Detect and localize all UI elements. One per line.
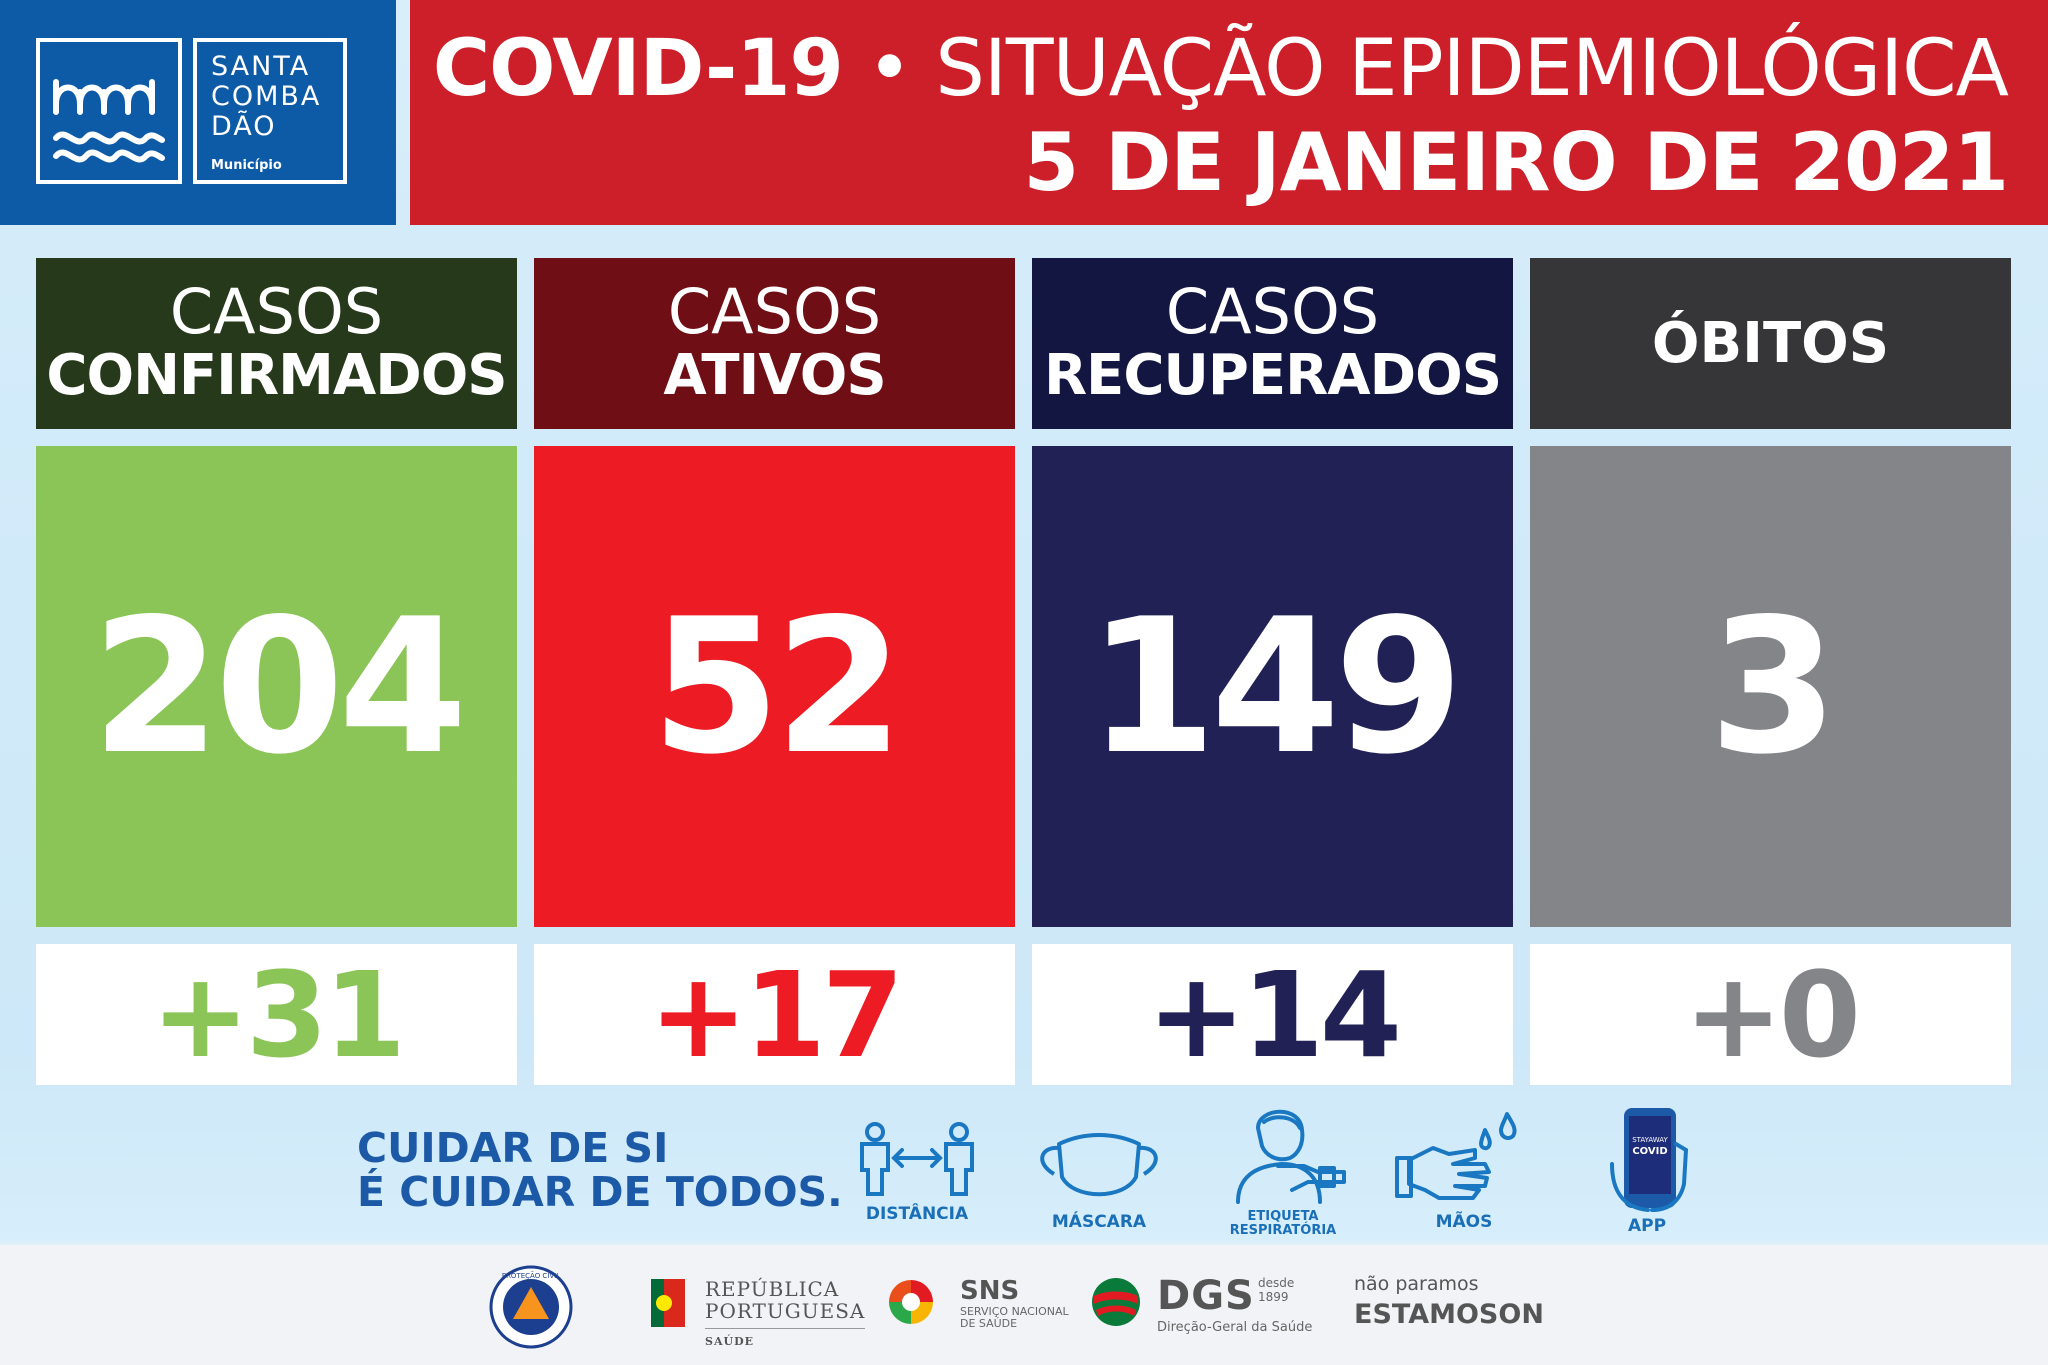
respiratory-etiquette-item: ETIQUETA RESPIRATÓRIA	[1208, 1098, 1358, 1238]
logo-line-1: SANTA	[211, 51, 311, 82]
distance-icon	[860, 1122, 974, 1196]
active-value: 52	[534, 446, 1015, 927]
mask-label: MÁSCARA	[1051, 1212, 1147, 1232]
distance-label: DISTÂNCIA	[865, 1204, 969, 1224]
slogan-line-2: É CUIDAR DE TODOS.	[357, 1168, 843, 1216]
respiratory-label-2: RESPIRATÓRIA	[1229, 1223, 1337, 1238]
hands-item: MÃOS	[1389, 1106, 1539, 1232]
logo-subtitle: Município	[211, 158, 282, 173]
recovered-delta: +14	[1032, 944, 1513, 1085]
page-title: COVID-19 • SITUAÇÃO EPIDEMIOLÓGICA	[432, 24, 2009, 114]
mask-icon	[1040, 1133, 1158, 1197]
slogan: CUIDAR DE SI É CUIDAR DE TODOS.	[357, 1126, 843, 1214]
civil-protection-text: PROTEÇÃO CIVIL	[502, 1271, 560, 1280]
title-rest: SITUAÇÃO EPIDEMIOLÓGICA	[935, 24, 2009, 114]
slogan-line-1: CUIDAR DE SI	[357, 1124, 669, 1172]
dgs-desde: desde	[1258, 1276, 1295, 1290]
estamos-on-logo: ESTAMOSON	[1354, 1299, 1544, 1330]
municipality-logo-panel: SANTA COMBA DÃO Município	[0, 0, 396, 225]
dgs-logo-icon	[1092, 1278, 1140, 1326]
deaths-label: ÓBITOS	[1651, 311, 1890, 376]
republica-line-2: PORTUGUESA	[705, 1299, 866, 1323]
app-screen-text-2: COVID	[1632, 1146, 1667, 1157]
confirmed-label-1: CASOS	[169, 274, 384, 348]
sns-sub-1: SERVIÇO NACIONAL	[960, 1305, 1069, 1318]
active-delta: +17	[534, 944, 1015, 1085]
dgs-since: desde 1899	[1258, 1276, 1294, 1304]
app-icon: STAYAWAY COVID	[1610, 1108, 1689, 1212]
sns-sub-2: DE SAÚDE	[960, 1317, 1018, 1330]
title-separator: •	[866, 24, 913, 114]
active-header: CASOS ATIVOS	[534, 258, 1015, 429]
municipality-name-box: SANTA COMBA DÃO Município	[193, 38, 347, 184]
recovered-label-1: CASOS	[1165, 274, 1380, 348]
sns-logo-icon	[889, 1280, 933, 1324]
respiratory-etiquette-label: ETIQUETA RESPIRATÓRIA	[1208, 1210, 1358, 1238]
republica-sub: SAÚDE	[705, 1328, 866, 1353]
estamos-on-slogan-1: não paramos	[1354, 1273, 1479, 1295]
dgs-year: 1899	[1258, 1290, 1289, 1304]
recovered-value: 149	[1032, 446, 1513, 927]
portugal-flag-icon	[651, 1279, 685, 1327]
distance-item: DISTÂNCIA	[842, 1118, 992, 1228]
confirmed-value: 204	[36, 446, 517, 927]
civil-protection-logo: PROTEÇÃO CIVIL	[489, 1265, 573, 1349]
sns-title: SNS	[960, 1276, 1020, 1306]
active-label-1: CASOS	[667, 274, 882, 348]
deaths-delta: +0	[1530, 944, 2011, 1085]
confirmed-header: CASOS CONFIRMADOS	[36, 258, 517, 429]
deaths-value: 3	[1530, 446, 2011, 927]
footer: PROTEÇÃO CIVIL REPÚBLICA PORTUGUESA SAÚD…	[0, 1245, 2048, 1365]
report-date: 5 DE JANEIRO DE 2021	[1023, 116, 2009, 209]
deaths-header: ÓBITOS	[1530, 258, 2011, 429]
logo-line-2: COMBA	[211, 81, 322, 112]
respiratory-label-1: ETIQUETA	[1247, 1209, 1319, 1224]
app-label: APP	[1627, 1216, 1667, 1236]
recovered-label-2: RECUPERADOS	[1043, 342, 1502, 408]
app-item: STAYAWAY COVID APP	[1572, 1104, 1722, 1236]
hands-icon	[1395, 1112, 1517, 1200]
sns-logo: SNS SERVIÇO NACIONAL DE SAÚDE	[960, 1276, 1069, 1330]
respiratory-etiquette-icon	[1236, 1109, 1346, 1204]
title-bold: COVID-19	[432, 24, 844, 114]
active-label-2: ATIVOS	[663, 342, 886, 408]
title-banner: COVID-19 • SITUAÇÃO EPIDEMIOLÓGICA 5 DE …	[410, 0, 2048, 225]
recovered-header: CASOS RECUPERADOS	[1032, 258, 1513, 429]
dgs-sub: Direção-Geral da Saúde	[1157, 1320, 1313, 1335]
municipality-emblem-icon	[36, 38, 182, 184]
app-screen-text-1: STAYAWAY	[1632, 1136, 1668, 1144]
confirmed-delta: +31	[36, 944, 517, 1085]
mask-item: MÁSCARA	[1024, 1118, 1174, 1232]
logo-line-3: DÃO	[211, 111, 277, 142]
dgs-title: DGS	[1157, 1273, 1255, 1319]
confirmed-label-2: CONFIRMADOS	[46, 342, 507, 408]
republica-line-1: REPÚBLICA	[705, 1277, 840, 1301]
estamos-text: ESTAMOS	[1354, 1299, 1499, 1330]
on-text: ON	[1498, 1299, 1544, 1330]
hands-label: MÃOS	[1435, 1212, 1493, 1232]
republica-portuguesa-logo: REPÚBLICA PORTUGUESA SAÚDE	[705, 1277, 866, 1353]
